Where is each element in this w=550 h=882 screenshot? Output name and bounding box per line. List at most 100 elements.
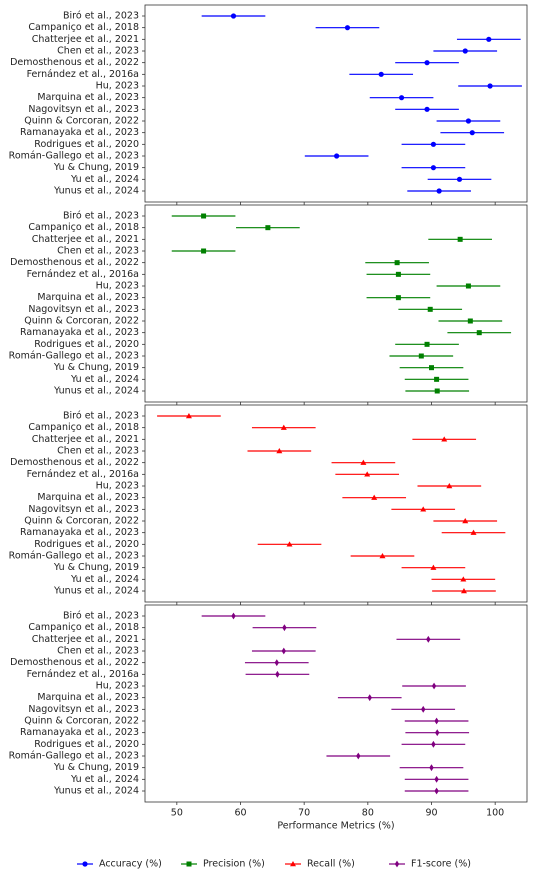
y-tick-label: Fernández et al., 2016a [27,669,139,680]
panel-frame [144,4,528,203]
legend-label: Recall (%) [307,859,355,870]
y-tick-label: Chatterjee et al., 2021 [32,634,139,645]
marker [276,448,283,454]
y-tick-label: Demosthenous et al., 2022 [10,657,139,668]
y-tick-label: Biró et al., 2023 [63,411,139,422]
y-tick-label: Chatterjee et al., 2021 [32,34,139,45]
marker [434,775,439,783]
y-tick-label: Rodrigues et al., 2020 [34,139,139,150]
marker [394,260,400,266]
marker [265,225,271,231]
marker [430,564,437,570]
marker [435,729,440,737]
y-tick-label: Marquina et al., 2023 [37,692,139,703]
y-tick-label: Biró et al., 2023 [63,11,139,22]
y-tick-label: Yu et al., 2024 [70,774,139,785]
marker [457,236,463,242]
marker [231,612,236,620]
marker [436,188,442,194]
y-tick-label: Román-Gallego et al., 2023 [9,751,139,762]
marker [201,213,207,219]
y-tick-label: Chen et al., 2023 [57,646,139,657]
y-tick-label: Hu, 2023 [96,281,139,292]
y-tick-label: Demosthenous et al., 2022 [10,257,139,268]
y-tick-label: Chatterjee et al., 2021 [32,234,139,245]
marker [429,764,434,772]
marker [431,740,436,748]
marker [465,118,472,124]
y-tick-label: Ramanayaka et al., 2023 [20,327,139,338]
y-tick-label: Biró et al., 2023 [63,211,139,222]
marker [360,459,367,465]
marker [421,705,426,713]
y-tick-label: Campaniço et al., 2018 [28,222,139,233]
marker [367,694,372,702]
marker [426,635,431,643]
marker [434,376,440,382]
y-tick-label: Yunus et al., 2024 [53,586,139,597]
marker [334,153,340,159]
y-tick-label: Román-Gallego et al., 2023 [9,151,139,162]
marker [469,130,475,136]
y-tick-label: Nagovitsyn et al., 2023 [28,504,139,515]
marker [446,483,453,489]
marker [487,83,493,89]
marker [395,295,401,301]
marker [460,576,467,582]
marker [441,436,448,442]
x-tick-label: 50 [171,808,183,819]
marker [434,787,439,795]
y-tick-label: Marquina et al., 2023 [37,492,139,503]
marker [460,588,467,594]
marker [424,106,430,112]
marker [282,624,287,632]
marker [356,752,361,760]
marker [431,682,437,690]
marker [371,494,378,500]
y-tick-label: Yu & Chung, 2019 [53,362,139,373]
y-tick-label: Hu, 2023 [96,81,139,92]
legend-marker [290,861,296,867]
y-tick-label: Yu & Chung, 2019 [53,762,139,773]
marker [456,176,463,182]
legend-marker [82,861,88,867]
y-tick-label: Biró et al., 2023 [63,611,139,622]
marker [398,95,405,101]
y-tick-label: Chen et al., 2023 [57,46,139,57]
marker [201,248,207,254]
y-tick-label: Demosthenous et al., 2022 [10,57,139,68]
y-tick-label: Chatterjee et al., 2021 [32,434,139,445]
y-tick-label: Fernández et al., 2016a [27,269,139,280]
marker [462,518,469,524]
y-tick-label: Yunus et al., 2024 [53,786,139,797]
marker [274,659,279,667]
y-tick-label: Marquina et al., 2023 [37,292,139,303]
y-tick-label: Fernández et al., 2016a [27,69,139,80]
y-tick-label: Yu & Chung, 2019 [53,162,139,173]
marker [424,60,430,66]
y-tick-label: Demosthenous et al., 2022 [10,457,139,468]
legend-marker [394,860,400,868]
y-tick-label: Hu, 2023 [96,681,139,692]
legend-marker [186,861,192,867]
marker [429,365,434,371]
x-tick-label: 60 [234,808,246,819]
y-tick-label: Quinn & Corcoran, 2022 [24,516,139,527]
marker [286,541,293,547]
marker [281,647,286,655]
marker [378,71,384,77]
marker [470,529,477,535]
marker [275,670,280,678]
x-tick-label: 100 [486,808,504,819]
marker [280,424,287,430]
x-tick-label: 80 [362,808,374,819]
y-tick-label: Yunus et al., 2024 [53,186,139,197]
legend-label: Accuracy (%) [99,859,162,870]
marker [364,471,371,477]
y-tick-label: Ramanayaka et al., 2023 [20,527,139,538]
y-tick-label: Hu, 2023 [96,481,139,492]
legend-label: Precision (%) [203,859,265,870]
marker [465,283,471,289]
y-tick-label: Campaniço et al., 2018 [28,622,139,633]
